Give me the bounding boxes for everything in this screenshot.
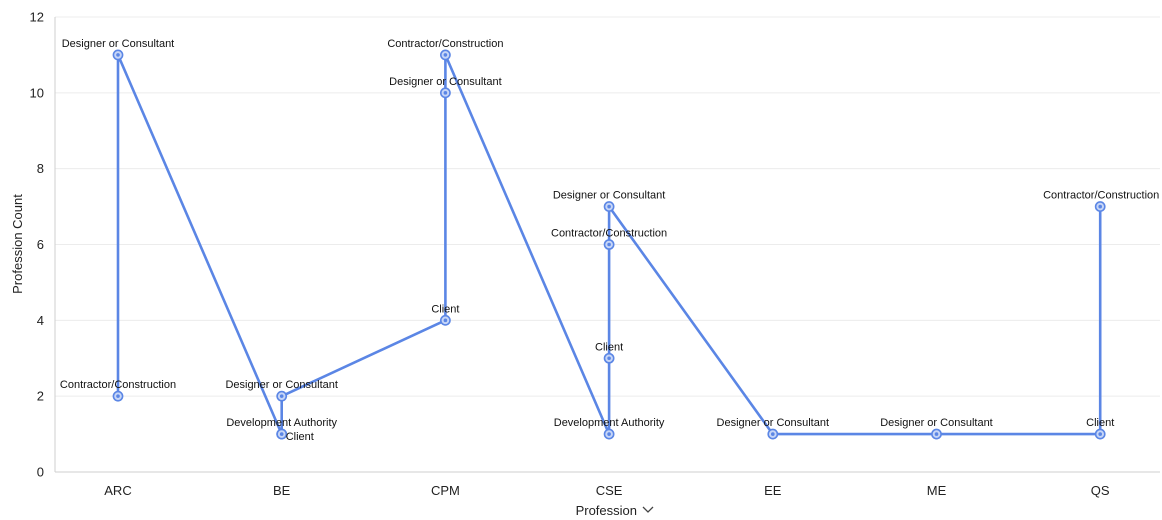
data-point[interactable] bbox=[276, 390, 288, 402]
x-tick-label: EE bbox=[764, 483, 782, 498]
data-point[interactable] bbox=[767, 428, 779, 440]
point-label: Designer or Consultant bbox=[389, 76, 502, 88]
data-point[interactable] bbox=[931, 428, 942, 440]
point-label: Contractor/Construction bbox=[387, 38, 503, 50]
data-point[interactable] bbox=[439, 49, 451, 61]
point-label: Contractor/Construction bbox=[551, 228, 667, 240]
point-label: Development Authority bbox=[554, 417, 665, 429]
point-label: Contractor/Construction bbox=[1043, 190, 1159, 202]
point-label: Designer or Consultant bbox=[880, 417, 993, 429]
x-axis-title-dropdown[interactable]: Profession bbox=[576, 503, 654, 518]
point-label: Client bbox=[1086, 417, 1114, 429]
y-axis-ticks: 0 2 4 6 8 10 12 bbox=[30, 10, 44, 480]
point-label: Designer or Consultant bbox=[553, 190, 666, 202]
x-tick-label: QS bbox=[1091, 483, 1110, 498]
y-tick-label: 4 bbox=[37, 313, 44, 328]
data-point[interactable] bbox=[1094, 428, 1106, 440]
data-point[interactable] bbox=[439, 87, 451, 99]
x-tick-label: BE bbox=[273, 483, 291, 498]
gridlines bbox=[54, 16, 1160, 473]
y-tick-label: 6 bbox=[37, 237, 44, 252]
x-tick-label: CPM bbox=[431, 483, 460, 498]
point-label: Designer or Consultant bbox=[717, 417, 830, 429]
y-tick-label: 10 bbox=[30, 85, 44, 100]
point-label: Client bbox=[286, 431, 314, 443]
point-label: Development Authority bbox=[226, 417, 337, 429]
chevron-down-icon[interactable] bbox=[642, 506, 654, 513]
data-point[interactable] bbox=[603, 428, 615, 440]
data-point[interactable] bbox=[439, 314, 451, 326]
x-tick-label: ME bbox=[927, 483, 947, 498]
data-point[interactable] bbox=[276, 428, 288, 440]
data-point[interactable] bbox=[603, 239, 615, 250]
data-point[interactable] bbox=[112, 49, 124, 61]
data-point[interactable] bbox=[112, 390, 124, 402]
point-label: Client bbox=[431, 303, 459, 315]
data-point[interactable] bbox=[603, 201, 615, 212]
x-axis-title[interactable]: Profession bbox=[576, 503, 637, 518]
point-labels: Contractor/Construction Designer or Consu… bbox=[60, 38, 1159, 443]
point-label: Designer or Consultant bbox=[62, 38, 175, 50]
x-axis-ticks: ARC BE CPM CSE EE ME QS bbox=[104, 483, 1110, 498]
data-point[interactable] bbox=[603, 352, 615, 364]
series-markers bbox=[112, 49, 1106, 440]
x-tick-label: CSE bbox=[596, 483, 623, 498]
point-label: Client bbox=[595, 341, 623, 353]
data-point[interactable] bbox=[1094, 201, 1106, 212]
y-tick-label: 8 bbox=[37, 161, 44, 176]
y-tick-label: 12 bbox=[30, 10, 44, 25]
y-tick-label: 2 bbox=[37, 389, 44, 404]
x-tick-label: ARC bbox=[104, 483, 131, 498]
point-label: Contractor/Construction bbox=[60, 379, 176, 391]
y-axis-title: Profession Count bbox=[10, 194, 25, 294]
y-tick-label: 0 bbox=[37, 465, 44, 480]
point-label: Designer or Consultant bbox=[225, 379, 338, 391]
